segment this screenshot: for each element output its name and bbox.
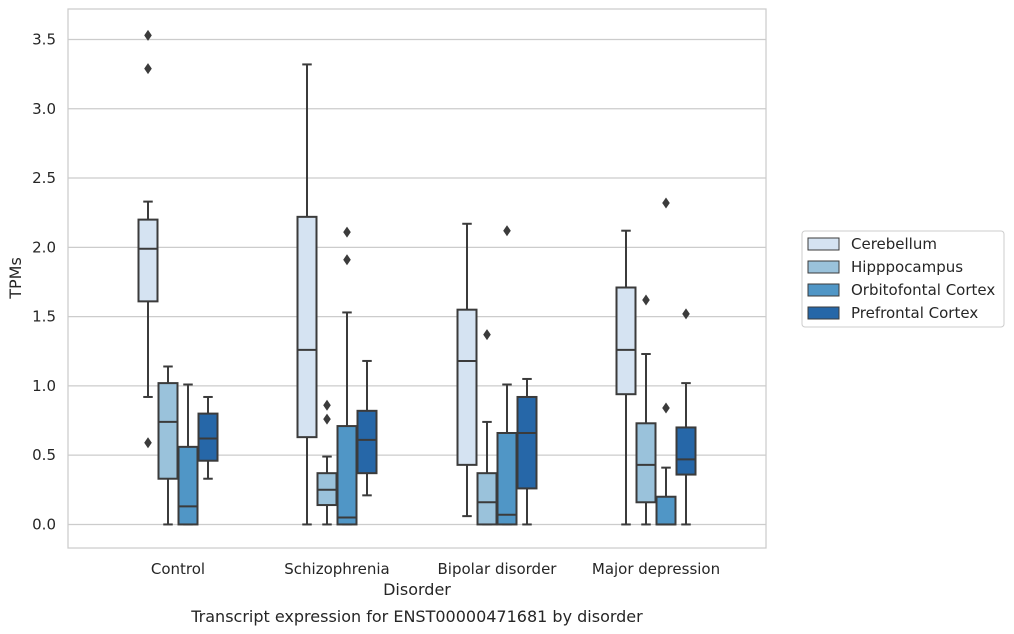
x-tick-label: Schizophrenia [284,560,389,578]
box-cerebellum-2 [456,222,478,518]
box-cerebellum-3 [615,229,637,526]
outlier-point [144,437,152,449]
box-iqr [296,215,318,439]
legend-frame [801,230,1005,328]
outlier-point [343,254,351,266]
box-orbitofontal-cortex-2 [496,225,518,526]
outlier-point [503,225,511,237]
box-iqr [356,409,378,475]
box-cerebellum-0 [137,29,159,449]
box-hipppocampus-0 [157,365,179,526]
legend: Cerebellum Hipppocampus Orbitofontal Corte… [801,230,1005,328]
x-tick-label: Major depression [592,560,720,578]
box-iqr [137,218,159,303]
x-axis-label: Disorder [383,580,451,599]
outlier-point [343,226,351,238]
plot-frame [67,8,767,549]
y-axis-label: TPMs [6,257,25,300]
legend-swatch [807,260,840,274]
box-iqr [675,426,697,476]
box-prefrontal-cortex-0 [197,395,219,480]
x-tick-label: Control [151,560,205,578]
box-iqr [456,308,478,466]
box-iqr [197,412,219,462]
outlier-point [144,29,152,41]
box-hipppocampus-3 [635,294,657,526]
box-orbitofontal-cortex-0 [177,383,199,526]
box-iqr [615,286,637,396]
legend-label: Hipppocampus [851,258,963,276]
outlier-point [323,399,331,411]
outlier-point [642,294,650,306]
x-tick-labels: Control Schizophrenia Bipolar disorder Majo… [151,560,720,578]
outlier-point [483,329,491,341]
box-iqr [635,422,657,504]
figure-caption: Transcript expression for ENST0000047168… [190,607,643,626]
legend-label: Orbitofontal Cortex [851,281,995,299]
legend-swatch [807,306,840,320]
y-tick-label: 3.0 [32,100,56,118]
box-prefrontal-cortex-2 [516,377,538,526]
legend-label: Prefrontal Cortex [851,304,978,322]
legend-swatch [807,283,840,297]
box-iqr [177,445,199,526]
box-orbitofontal-cortex-1 [336,226,358,526]
y-tick-label: 2.0 [32,238,56,256]
box-cerebellum-1 [296,63,318,526]
box-iqr [655,495,677,526]
box-prefrontal-cortex-3 [675,308,697,526]
y-tick-label: 1.0 [32,377,56,395]
box-iqr [336,425,358,526]
box-iqr [516,395,538,490]
x-tick-label: Bipolar disorder [438,560,558,578]
legend-label: Cerebellum [851,235,937,253]
outlier-point [144,63,152,75]
box-orbitofontal-cortex-3 [655,197,677,526]
y-tick-label: 0.0 [32,515,56,533]
outlier-point [662,402,670,414]
outlier-point [682,308,690,320]
box-iqr [476,472,498,526]
y-tick-label: 2.5 [32,169,56,187]
outlier-point [323,413,331,425]
box-iqr [157,382,179,480]
y-tick-label: 3.5 [32,30,56,48]
y-tick-label: 1.5 [32,308,56,326]
y-tick-labels: 0.0 0.5 1.0 1.5 2.0 2.5 3.0 3.5 [32,30,56,533]
y-tick-label: 0.5 [32,446,56,464]
legend-swatch [807,237,840,251]
box-iqr [496,431,518,526]
box-prefrontal-cortex-1 [356,359,378,497]
outlier-point [662,197,670,209]
box-series [137,29,697,526]
box-hipppocampus-1 [316,399,338,526]
